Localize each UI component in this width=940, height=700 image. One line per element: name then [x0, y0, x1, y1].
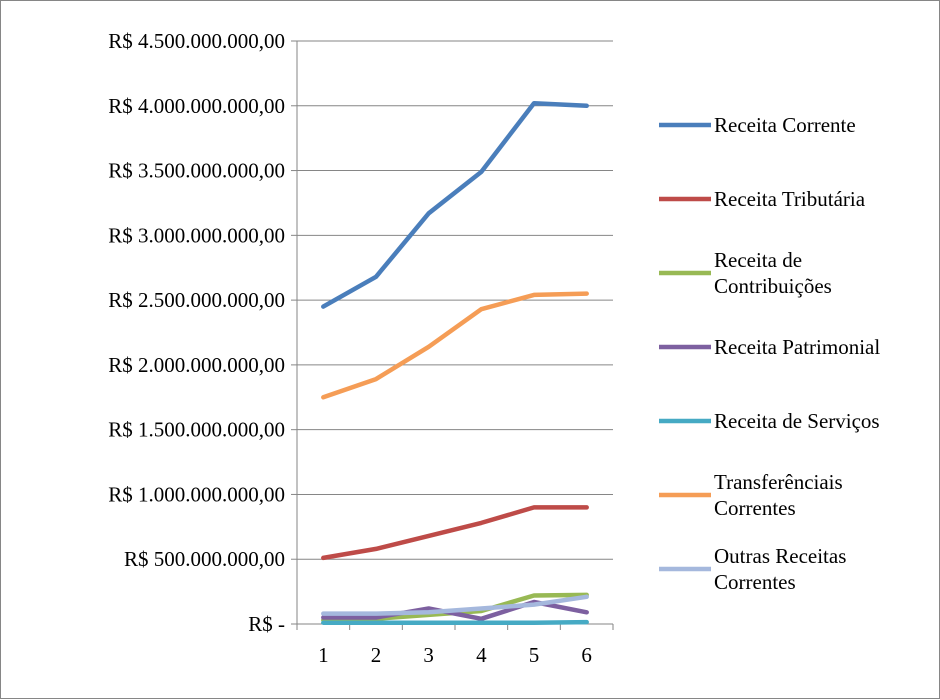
y-tick-label: R$ 2.500.000.000,00 — [108, 288, 285, 312]
y-axis-tick-labels: R$ - R$ 500.000.000,00 R$ 1.000.000.000,00… — [108, 29, 285, 636]
series-line-1 — [321, 100, 589, 309]
series-line-5 — [321, 619, 589, 625]
legend-item: Receita Tributária — [659, 187, 866, 211]
legend-label: Outras Receitas — [714, 544, 846, 568]
legend-label: Receita Patrimonial — [714, 335, 880, 359]
y-tick-label: R$ 1.000.000.000,00 — [108, 482, 285, 506]
legend-label: Transferênciais — [714, 470, 843, 494]
y-tick-label: R$ 500.000.000,00 — [124, 547, 285, 571]
x-tick-label: 4 — [476, 643, 487, 667]
y-tick-label: R$ 4.500.000.000,00 — [108, 29, 285, 53]
legend-label: Receita de — [714, 248, 802, 272]
y-tick-label: R$ 1.500.000.000,00 — [108, 418, 285, 442]
legend-label: Receita Corrente — [714, 113, 856, 137]
y-tick-label: R$ - — [248, 612, 285, 636]
y-tick-label: R$ 4.000.000.000,00 — [108, 94, 285, 118]
legend: Receita Corrente Receita Tributária Receit… — [659, 113, 880, 594]
y-tick-label: R$ 3.500.000.000,00 — [108, 159, 285, 183]
series-line-6 — [321, 291, 589, 400]
legend-item: Receita Patrimonial — [659, 335, 880, 359]
data-series — [321, 100, 589, 625]
series-line-7 — [321, 594, 589, 616]
x-tick-label: 6 — [581, 643, 592, 667]
series-line-2 — [321, 505, 589, 561]
x-tick-label: 1 — [318, 643, 329, 667]
legend-label: Receita Tributária — [714, 187, 866, 211]
legend-label: Correntes — [714, 496, 796, 520]
axes — [291, 40, 614, 630]
legend-label: Correntes — [714, 570, 796, 594]
y-tick-label: R$ 2.000.000.000,00 — [108, 353, 285, 377]
legend-label: Contribuições — [714, 274, 832, 298]
y-tick-label: R$ 3.000.000.000,00 — [108, 223, 285, 247]
x-tick-label: 2 — [371, 643, 382, 667]
legend-item: Receita de Serviços — [659, 409, 880, 433]
legend-item: Receita Corrente — [659, 113, 856, 137]
x-tick-label: 5 — [529, 643, 540, 667]
gridlines — [297, 40, 613, 560]
x-axis-tick-labels: 1 2 3 4 5 6 — [318, 643, 592, 667]
legend-label: Receita de Serviços — [714, 409, 880, 433]
x-tick-label: 3 — [423, 643, 434, 667]
